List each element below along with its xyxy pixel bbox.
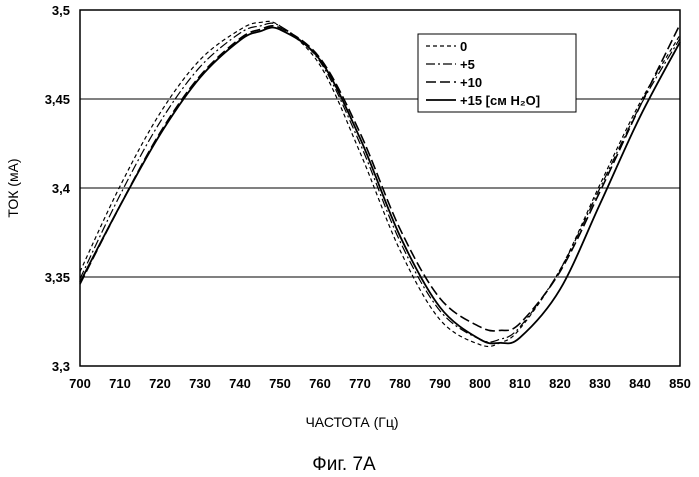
x-tick-label: 810	[509, 376, 531, 391]
x-tick-label: 840	[629, 376, 651, 391]
x-tick-label: 770	[349, 376, 371, 391]
legend-label: 0	[460, 39, 467, 54]
legend-label: +10	[460, 75, 482, 90]
x-tick-label: 740	[229, 376, 251, 391]
x-tick-label: 710	[109, 376, 131, 391]
x-tick-labels: 700 710 720 730 740 750 760 770 780 790 800 810 820 8…	[69, 376, 691, 391]
y-tick-label: 3,35	[45, 270, 70, 285]
x-tick-label: 700	[69, 376, 91, 391]
plot-area-frame	[79, 9, 681, 367]
x-tick-label: 820	[549, 376, 571, 391]
x-tick-label: 850	[669, 376, 691, 391]
x-tick-label: 720	[149, 376, 171, 391]
series-lines	[79, 20, 681, 348]
figure-caption: Фиг. 7А	[312, 454, 376, 475]
y-tick-label: 3,45	[45, 92, 70, 107]
series-line-2	[79, 23, 681, 332]
y-tick-label: 3,4	[52, 181, 71, 196]
legend-label: +5	[460, 57, 475, 72]
y-tick-label: 3,5	[52, 3, 70, 18]
x-tick-label: 790	[429, 376, 451, 391]
series-line-0	[79, 20, 681, 348]
x-tick-label: 760	[309, 376, 331, 391]
legend-label: +15 [см H₂O]	[460, 93, 540, 108]
x-tick-label: 750	[269, 376, 291, 391]
x-tick-label: 780	[389, 376, 411, 391]
x-axis-title: ЧАСТОТА (Гц)	[305, 414, 398, 430]
y-tick-labels: 3,3 3,35 3,4 3,45 3,5	[45, 3, 71, 374]
series-line-3	[79, 26, 681, 345]
x-tick-label: 730	[189, 376, 211, 391]
x-tick-label: 830	[589, 376, 611, 391]
legend-box	[417, 33, 577, 113]
series-line-1	[79, 22, 681, 343]
legend: 0 +5 +10 +15 [см H₂O]	[417, 33, 577, 113]
y-tick-label: 3,3	[52, 359, 70, 374]
x-tick-label: 800	[469, 376, 491, 391]
y-axis-title: ТОК (мА)	[5, 158, 21, 217]
